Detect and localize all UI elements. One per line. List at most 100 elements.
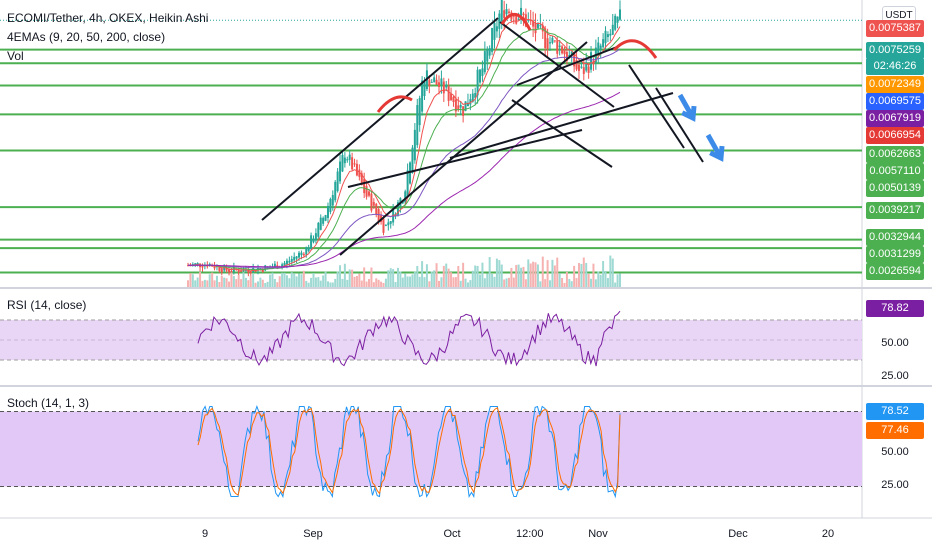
stoch-legend[interactable]: Stoch (14, 1, 3)	[7, 396, 90, 410]
volume-bar	[469, 280, 472, 287]
candle-body	[336, 171, 339, 192]
volume-bar	[368, 279, 371, 287]
candle-body	[590, 52, 593, 70]
volume-bar	[462, 262, 465, 287]
volume-bar	[264, 282, 267, 287]
rsi-legend[interactable]: RSI (14, close)	[7, 298, 87, 312]
trendline	[655, 87, 704, 163]
candle-body	[375, 203, 378, 215]
ema-legend[interactable]: 4EMAs (9, 20, 50, 200, close)	[7, 30, 166, 44]
candle-body	[440, 78, 443, 85]
time-axis-tick: 12:00	[516, 528, 544, 540]
volume-bar	[527, 259, 530, 287]
candle-body	[240, 270, 243, 272]
volume-bar	[353, 276, 356, 287]
volume-bar	[269, 274, 272, 287]
price-axis-label: 0.0069575	[866, 93, 924, 110]
candle-body	[505, 9, 508, 15]
volume-legend[interactable]: Vol	[7, 49, 24, 63]
volume-bar	[430, 271, 433, 287]
volume-bar	[500, 264, 503, 287]
candle-body	[423, 82, 426, 97]
volume-bar	[322, 275, 325, 287]
volume-bar	[563, 282, 566, 287]
trendline	[449, 92, 674, 159]
candle-body	[430, 81, 433, 83]
candle-body	[421, 80, 424, 112]
candle-body	[389, 221, 392, 224]
candle-body	[445, 85, 448, 88]
candle-body	[363, 179, 366, 194]
candle-body	[549, 42, 552, 44]
volume-bar	[421, 261, 424, 287]
volume-bar	[505, 278, 508, 287]
volume-bar	[187, 280, 189, 287]
candle-body	[343, 157, 346, 164]
candle-body	[351, 157, 354, 170]
time-axis-tick: 20	[821, 528, 835, 540]
candle-body	[515, 15, 518, 24]
volume-bar	[568, 279, 571, 287]
volume-bar	[488, 257, 491, 287]
price-axis-label: 0.0067919	[866, 110, 924, 127]
volume-bar	[242, 272, 245, 287]
volume-bar	[240, 279, 243, 287]
candle-body	[454, 99, 457, 112]
trendline	[516, 46, 618, 86]
candle-body	[486, 49, 489, 62]
volume-bar	[520, 267, 523, 287]
candle-body	[599, 45, 602, 49]
candle-body	[433, 77, 436, 83]
volume-bar	[394, 282, 397, 287]
time-axis-tick: Oct	[443, 528, 461, 540]
volume-bar	[466, 282, 469, 287]
candle-body	[536, 22, 539, 29]
candle-body	[326, 205, 329, 218]
candle-body	[317, 222, 320, 237]
trendline	[628, 64, 685, 149]
volume-bar	[278, 276, 281, 287]
volume-bar	[522, 266, 525, 287]
rsi-line	[197, 310, 621, 367]
candle-body	[498, 13, 501, 29]
volume-bar	[471, 270, 474, 287]
volume-bar	[515, 264, 518, 287]
candle-body	[213, 265, 216, 269]
volume-bar	[442, 265, 445, 287]
candle-body	[606, 34, 609, 37]
volume-bar	[609, 255, 612, 287]
volume-bar	[252, 273, 255, 287]
volume-bar	[539, 281, 542, 287]
stoch-band	[0, 411, 862, 487]
volume-bar	[380, 281, 383, 287]
candle-body	[452, 96, 455, 102]
volume-bar	[324, 271, 327, 287]
volume-bar	[575, 278, 578, 287]
volume-bar	[619, 273, 621, 287]
candle-body	[457, 105, 460, 110]
volume-bar	[440, 277, 443, 287]
volume-bar	[201, 280, 204, 287]
volume-bar	[249, 275, 252, 287]
candle-body	[288, 260, 291, 263]
symbol-title[interactable]: ECOMI/Tether, 4h, OKEX, Heikin Ashi	[7, 11, 209, 25]
volume-bar	[565, 271, 568, 287]
candle-body	[358, 169, 361, 177]
volume-bar	[503, 279, 506, 287]
volume-bar	[377, 279, 380, 287]
candle-body	[406, 170, 409, 197]
volume-bar	[387, 270, 390, 287]
volume-bar	[498, 260, 501, 287]
volume-bar	[346, 279, 349, 287]
volume-bar	[206, 280, 209, 287]
candle-body	[322, 217, 325, 224]
volume-bar	[577, 263, 580, 287]
candle-body	[469, 99, 472, 105]
candle-body	[290, 258, 293, 262]
candle-body	[437, 82, 440, 87]
volume-bar	[215, 275, 218, 287]
candle-body	[355, 163, 358, 176]
ema-line	[188, 91, 621, 268]
volume-bar	[561, 277, 564, 287]
